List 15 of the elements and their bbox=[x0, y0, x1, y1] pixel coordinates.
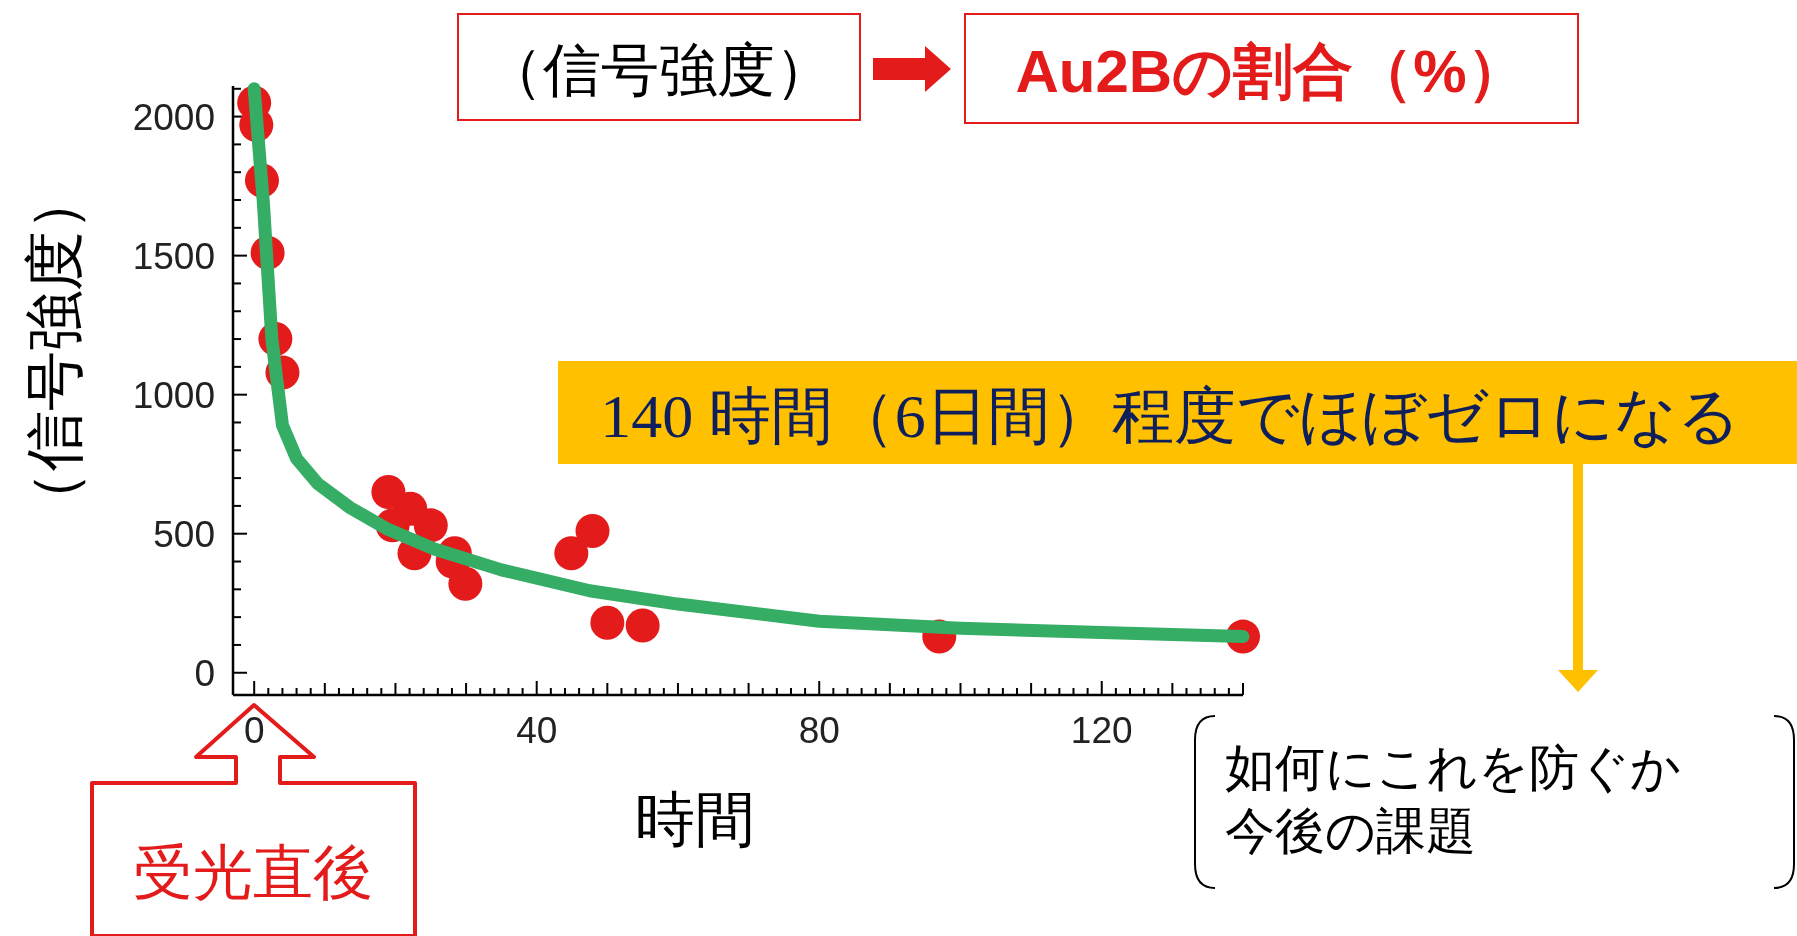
y-axis-title: （信号強度） bbox=[21, 170, 88, 531]
point bbox=[413, 508, 448, 543]
point bbox=[448, 566, 483, 601]
point bbox=[625, 608, 660, 643]
text: 今後の課題 bbox=[1225, 803, 1476, 859]
point bbox=[554, 536, 589, 571]
point bbox=[371, 475, 406, 509]
point bbox=[590, 605, 625, 640]
text: 受光直後 bbox=[133, 839, 373, 906]
annotation: （信号強度） bbox=[485, 37, 833, 102]
text: 如何にこれを防ぐか bbox=[1225, 740, 1681, 796]
annotation: 140 時間（6日間）程度でほぼゼロになる bbox=[600, 382, 1740, 450]
x-axis-title: 時間 bbox=[635, 786, 755, 853]
annotation: Au2Bの割合（%） bbox=[1015, 38, 1527, 105]
point bbox=[575, 513, 610, 548]
